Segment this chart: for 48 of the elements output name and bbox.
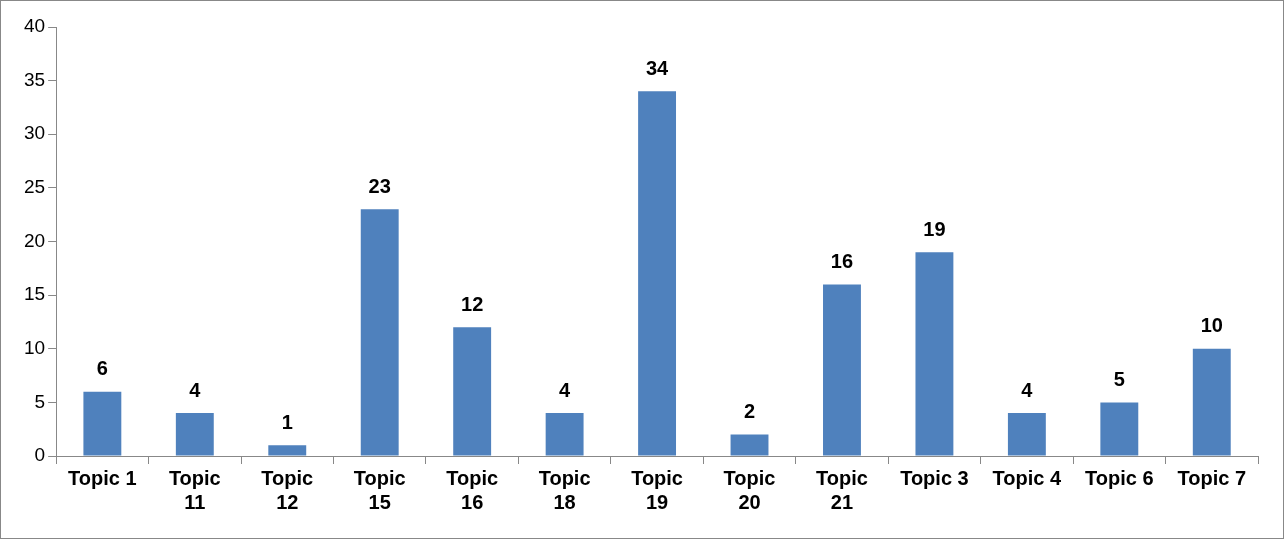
x-tick-label: Topic 1 [68, 466, 137, 489]
data-label: 23 [368, 174, 391, 197]
data-label: 34 [645, 56, 670, 79]
y-tick-label: 40 [23, 15, 46, 37]
x-tick-label: Topic 21 [816, 466, 868, 513]
bar [83, 391, 122, 456]
bar [1192, 348, 1231, 456]
y-tick-label: 20 [23, 229, 46, 251]
y-tick-label: 5 [34, 390, 46, 412]
x-tick-label: Topic 15 [353, 466, 406, 513]
bar [1007, 413, 1046, 456]
x-tick-label: Topic 11 [168, 466, 221, 513]
data-label: 5 [1113, 367, 1125, 390]
data-label: 6 [96, 357, 108, 380]
data-label: 16 [830, 249, 854, 272]
x-tick-label: Topic 4 [992, 466, 1063, 489]
data-label: 2 [743, 400, 756, 423]
x-tick-label: Topic 18 [538, 466, 591, 513]
x-tick-label: Topic 12 [261, 466, 314, 513]
data-label: 1 [281, 410, 293, 433]
bar [360, 209, 399, 456]
x-tick-label: Topic 7 [1177, 466, 1247, 489]
x-tick-label: Topic 3 [900, 466, 969, 489]
data-label: 10 [1200, 314, 1223, 337]
bar [268, 445, 307, 456]
y-tick-label: 35 [23, 68, 46, 90]
data-label: 4 [189, 378, 202, 401]
bar [823, 284, 861, 456]
bar [545, 413, 584, 456]
bar [175, 413, 214, 456]
y-tick-label: 25 [23, 176, 46, 198]
y-tick-label: 10 [23, 336, 46, 358]
x-tick-label: Topic 20 [723, 466, 776, 513]
y-tick-label: 30 [23, 122, 46, 144]
data-label: 12 [461, 292, 484, 315]
bar [453, 327, 492, 456]
x-tick-label: Topic 19 [631, 466, 683, 513]
x-tick-label: Topic 6 [1085, 466, 1154, 489]
data-label: 19 [923, 217, 946, 240]
y-tick-label: 0 [34, 444, 46, 466]
y-tick-label: 15 [23, 283, 46, 305]
x-tick-label: Topic 16 [446, 466, 499, 513]
bar [1100, 402, 1139, 456]
bar [638, 91, 677, 456]
bar [730, 434, 769, 456]
data-label: 4 [1021, 378, 1034, 401]
data-label: 4 [559, 378, 572, 401]
bar [915, 252, 954, 456]
